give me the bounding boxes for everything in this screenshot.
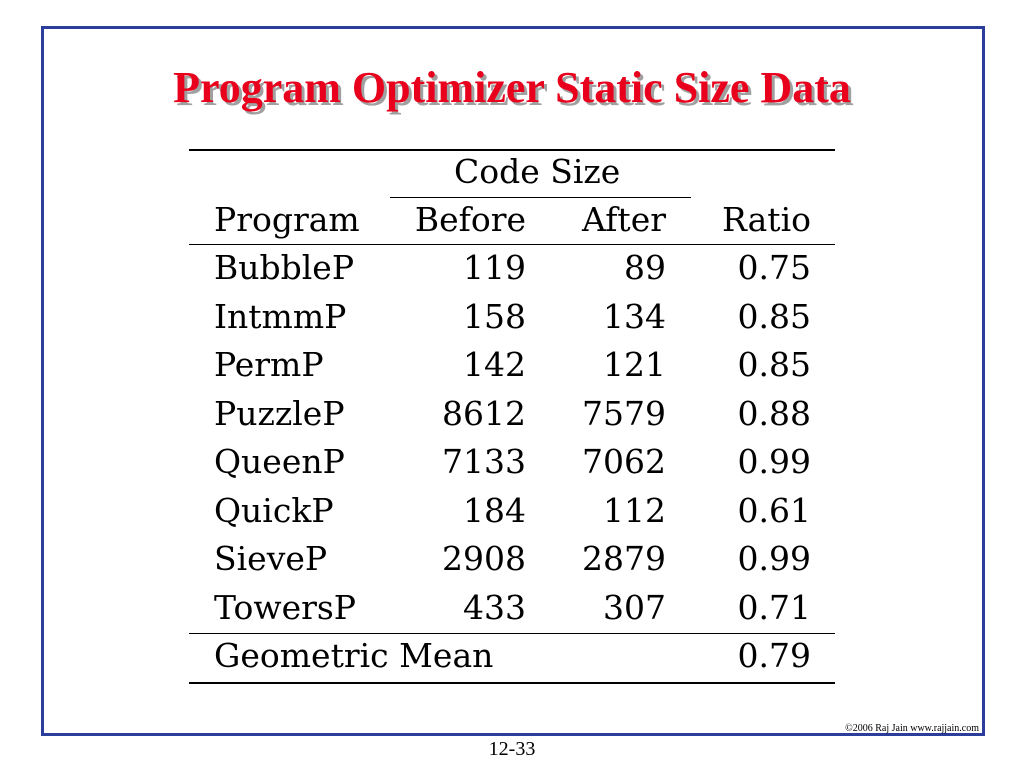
table-row-program-name: QuickP xyxy=(214,490,334,530)
table-row-program-name: QueenP xyxy=(214,442,345,481)
table-row-after-size: 112 xyxy=(603,490,666,530)
geometric-mean-label: Geometric Mean xyxy=(214,636,494,675)
table-row-before-size: 184 xyxy=(463,490,526,530)
table-row-after-size: 134 xyxy=(603,296,666,336)
summary-rule xyxy=(189,633,835,634)
table-row-before-size: 433 xyxy=(463,587,526,627)
table-row-after-size: 7062 xyxy=(582,442,666,481)
geometric-mean-ratio: 0.79 xyxy=(737,636,811,675)
table-row-before-size: 142 xyxy=(463,345,526,384)
table-row-before-size: 119 xyxy=(463,248,526,287)
header-rule xyxy=(189,244,835,245)
header-ratio: Ratio xyxy=(722,200,811,239)
table-row-size-ratio: 0.99 xyxy=(737,442,811,481)
table-row-size-ratio: 0.85 xyxy=(737,296,811,336)
header-before: Before xyxy=(414,200,526,239)
copyright-notice: ©2006 Raj Jain www.rajjain.com xyxy=(845,723,979,734)
table-row-program-name: BubbleP xyxy=(214,248,355,287)
table-row-program-name: PermP xyxy=(214,345,324,384)
table-row-before-size: 7133 xyxy=(442,442,526,481)
table-row-size-ratio: 0.85 xyxy=(737,345,811,384)
table-row-after-size: 2879 xyxy=(582,539,666,578)
table-row-size-ratio: 0.99 xyxy=(737,539,811,578)
table-row-after-size: 89 xyxy=(624,248,666,287)
slide-frame xyxy=(41,26,985,736)
table-row-after-size: 121 xyxy=(603,345,666,384)
table-bottom-rule xyxy=(189,682,835,684)
table-row-before-size: 2908 xyxy=(442,539,526,578)
table-row-program-name: IntmmP xyxy=(214,296,347,336)
table-row-program-name: TowersP xyxy=(214,587,357,627)
table-row-size-ratio: 0.88 xyxy=(737,393,811,433)
table-row-before-size: 158 xyxy=(463,296,526,336)
table-row-program-name: SieveP xyxy=(214,539,328,578)
table-row-before-size: 8612 xyxy=(442,393,526,433)
header-program: Program xyxy=(214,200,360,239)
table-row-program-name: PuzzleP xyxy=(214,393,345,433)
slide-title: Program Optimizer Static Size Data xyxy=(173,63,851,112)
code-size-underline xyxy=(390,197,691,198)
code-size-group-header: Code Size xyxy=(454,152,621,191)
table-row-size-ratio: 0.61 xyxy=(737,490,811,530)
table-row-after-size: 307 xyxy=(603,587,666,627)
table-top-rule xyxy=(189,149,835,151)
header-after: After xyxy=(581,200,666,239)
page-number: 12-33 xyxy=(488,738,536,760)
table-row-size-ratio: 0.75 xyxy=(737,248,811,287)
table-row-size-ratio: 0.71 xyxy=(737,587,811,627)
table-row-after-size: 7579 xyxy=(582,393,666,433)
